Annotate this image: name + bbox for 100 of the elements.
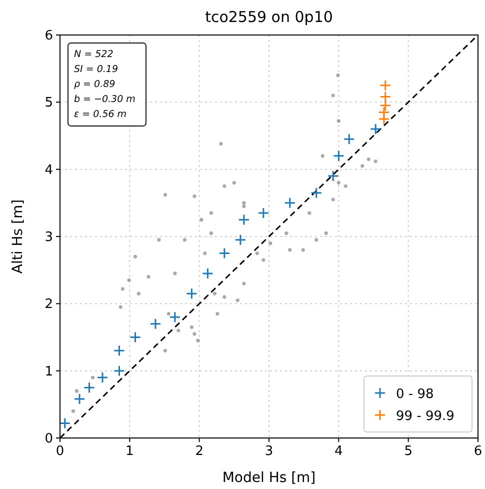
point [360,164,364,168]
point [236,298,240,302]
point [242,282,246,286]
point [262,258,266,262]
y-tick-label: 4 [44,162,53,178]
point [380,100,392,112]
point [127,278,131,282]
annotation: N = 522 [74,49,114,60]
point [163,348,167,352]
point [146,275,150,279]
y-axis-title: Alti Hs [m] [10,199,26,274]
point [209,231,213,235]
point [258,207,270,219]
point [200,218,204,222]
point [222,295,226,299]
point [320,154,324,158]
point [380,80,392,92]
point [370,123,382,135]
y-tick-label: 0 [44,432,53,446]
point [190,325,194,329]
point [238,214,250,226]
point [74,393,86,405]
point [222,184,226,188]
point [71,409,76,413]
point [242,204,246,208]
point [255,251,259,256]
x-axis-title: Model Hs [m] [222,470,316,486]
point [113,344,125,356]
point [234,234,246,246]
x-tick-label: 3 [264,444,274,459]
point [218,248,230,260]
point [284,197,296,209]
point [59,417,71,429]
point [308,211,312,215]
point [192,332,196,336]
point [310,187,322,199]
point [157,238,161,242]
point [288,248,292,252]
point [90,376,95,380]
point [203,251,207,256]
annotation: SI = 0.19 [74,64,118,75]
point [173,272,177,276]
point [324,231,328,235]
point [343,133,355,145]
point [301,248,305,252]
chart-title: tco2559 on 0p10 [205,8,333,26]
point [284,231,288,235]
point [196,338,200,342]
point [380,91,392,103]
point [366,157,370,162]
point [74,389,79,393]
point [268,241,272,246]
point [129,332,141,343]
point [242,201,246,205]
point [344,184,348,188]
point [374,159,378,164]
point [209,211,213,215]
point [182,238,187,242]
y-tick-label: 1 [44,364,53,380]
point [331,198,335,202]
point [120,287,124,291]
point [314,238,318,242]
x-tick-label: 6 [474,444,482,459]
annotation: ε = 0.56 m [74,109,127,120]
x-tick-label: 1 [126,444,134,459]
point [336,180,340,185]
point [169,311,181,323]
point [186,288,198,300]
point [216,312,220,316]
point [336,119,340,123]
point [192,194,196,198]
legend-label: 0 - 98 [396,387,434,402]
point [378,106,390,118]
point [166,312,170,316]
x-tick-label: 5 [404,444,412,459]
annotation: b = −0.30 m [74,94,136,105]
x-tick-label: 0 [56,444,64,459]
point [327,170,339,182]
point [136,292,141,296]
point [332,150,344,162]
y-tick-label: 6 [44,28,53,44]
point [118,305,122,309]
point [133,254,138,258]
point [212,292,216,296]
x-tick-label: 4 [334,444,343,459]
point [176,328,180,332]
y-tick-label: 3 [44,230,53,245]
point [113,365,125,377]
point [150,318,162,330]
x-tick-label: 2 [195,444,204,459]
legend-label: 99 - 99.9 [396,409,454,424]
point [163,193,167,197]
point [96,372,108,384]
y-tick-label: 2 [44,297,53,312]
point [219,142,223,146]
point [331,94,335,98]
point [84,382,96,394]
y-tick-label: 5 [44,96,53,111]
point [336,74,340,78]
point [202,268,214,280]
